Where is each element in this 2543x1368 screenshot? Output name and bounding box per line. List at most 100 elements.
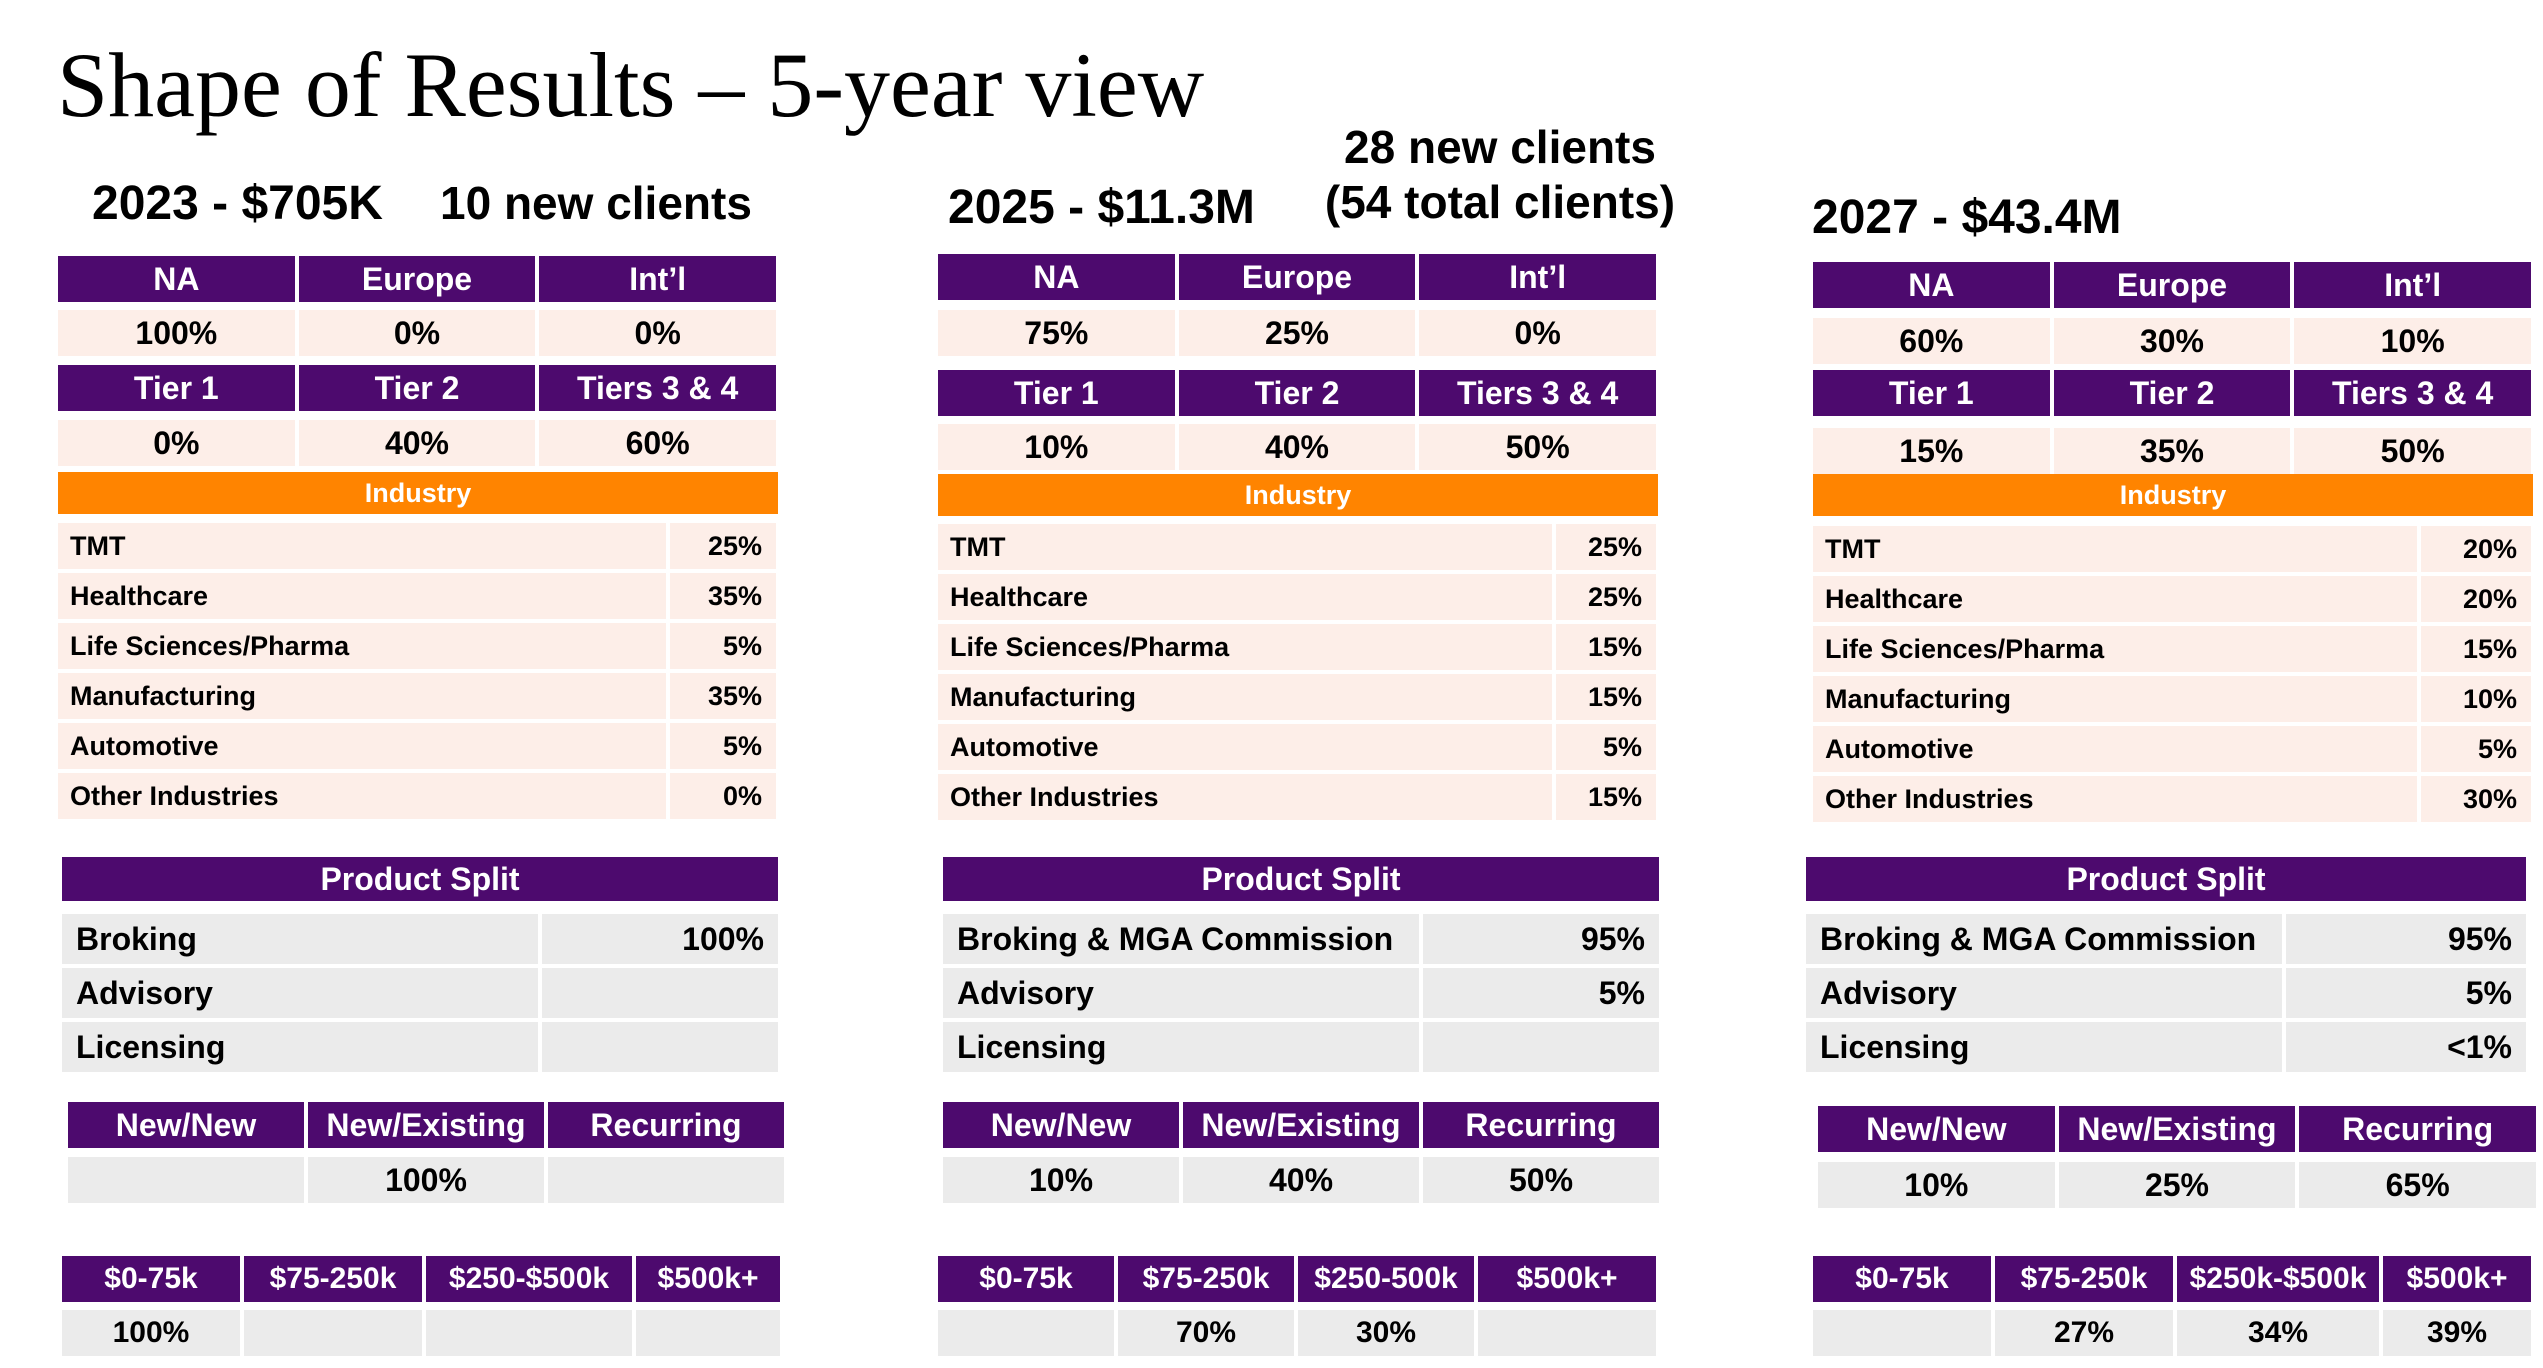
- deal-size-header-2: $250k-$500k: [2177, 1256, 2379, 1302]
- deal-size-header-0: $0-75k: [1813, 1256, 1991, 1302]
- deal-size-value-3: [636, 1310, 780, 1356]
- industry-name: Automotive: [938, 724, 1552, 770]
- region-value-1: 25%: [1178, 310, 1416, 356]
- region-header-2: Int’l: [539, 256, 776, 302]
- industry-name: Other Industries: [938, 774, 1552, 820]
- tier-value-2: 50%: [1419, 424, 1656, 470]
- region-header-1: Europe: [1178, 254, 1416, 300]
- product-name: Broking & MGA Commission: [1806, 914, 2282, 964]
- region-value-0: 75%: [938, 310, 1175, 356]
- industry-name: Manufacturing: [1813, 676, 2417, 722]
- region-value-2: 0%: [1419, 310, 1656, 356]
- product-pct: [542, 968, 778, 1018]
- clients-line-2: (54 total clients): [1324, 176, 1676, 228]
- region-value-1: 30%: [2053, 318, 2291, 364]
- region-header-0: NA: [1813, 262, 2050, 308]
- product-name: Licensing: [1806, 1022, 2282, 1072]
- deal-size-header-1: $75-250k: [244, 1256, 422, 1302]
- deal-size-value-3: [1478, 1310, 1656, 1356]
- industry-name: Manufacturing: [938, 674, 1552, 720]
- column-2025-heading: 2025 - $11.3M: [948, 181, 1255, 234]
- product-pct: 100%: [542, 914, 778, 964]
- product-pct: [1423, 1022, 1659, 1072]
- product-pct: <1%: [2286, 1022, 2526, 1072]
- industry-name: Life Sciences/Pharma: [1813, 626, 2417, 672]
- industry-name: TMT: [58, 523, 666, 569]
- deal-size-value-2: 34%: [2177, 1310, 2379, 1356]
- tier-header-2: Tiers 3 & 4: [539, 365, 776, 411]
- deal-size-header-2: $250-$500k: [426, 1256, 632, 1302]
- industry-pct: 5%: [670, 623, 776, 669]
- deal-size-value-2: 30%: [1298, 1310, 1474, 1356]
- tier-header-2: Tiers 3 & 4: [2294, 370, 2531, 416]
- column-2023-clients: 10 new clients: [440, 177, 752, 229]
- business-header-2: Recurring: [2299, 1106, 2536, 1152]
- industry-name: Life Sciences/Pharma: [938, 624, 1552, 670]
- region-header-2: Int’l: [1419, 254, 1656, 300]
- tier-header-0: Tier 1: [1813, 370, 2050, 416]
- tier-value-1: 40%: [298, 420, 536, 466]
- business-value-2: [548, 1157, 784, 1203]
- deal-size-header-3: $500k+: [636, 1256, 780, 1302]
- deal-size-header-1: $75-250k: [1995, 1256, 2173, 1302]
- business-header-0: New/New: [68, 1102, 304, 1148]
- tier-header-1: Tier 2: [298, 365, 536, 411]
- region-header-0: NA: [58, 256, 295, 302]
- deal-size-value-0: [938, 1310, 1114, 1356]
- clients-line-1: 28 new clients: [1344, 121, 1656, 173]
- tier-header-0: Tier 1: [938, 370, 1175, 416]
- region-value-0: 60%: [1813, 318, 2050, 364]
- deal-size-value-1: 27%: [1995, 1310, 2173, 1356]
- product-pct: [542, 1022, 778, 1072]
- industry-name: Automotive: [1813, 726, 2417, 772]
- product-name: Advisory: [1806, 968, 2282, 1018]
- tier-value-1: 40%: [1178, 424, 1416, 470]
- industry-pct: 35%: [670, 573, 776, 619]
- industry-name: TMT: [938, 524, 1552, 570]
- column-2025-clients: 28 new clients (54 total clients): [1320, 120, 1680, 230]
- business-value-1: 25%: [2058, 1162, 2296, 1208]
- industry-header: Industry: [938, 474, 1658, 516]
- industry-name: Healthcare: [938, 574, 1552, 620]
- region-header-1: Europe: [298, 256, 536, 302]
- product-split-header: Product Split: [62, 857, 778, 901]
- region-value-2: 0%: [539, 310, 776, 356]
- business-value-0: 10%: [943, 1157, 1179, 1203]
- tier-value-0: 10%: [938, 424, 1175, 470]
- product-name: Advisory: [943, 968, 1419, 1018]
- industry-name: Other Industries: [1813, 776, 2417, 822]
- industry-pct: 25%: [1556, 524, 1656, 570]
- business-value-2: 65%: [2299, 1162, 2536, 1208]
- business-value-2: 50%: [1423, 1157, 1659, 1203]
- column-2027-heading: 2027 - $43.4M: [1812, 191, 2122, 244]
- product-name: Broking: [62, 914, 538, 964]
- industry-name: Life Sciences/Pharma: [58, 623, 666, 669]
- tier-header-0: Tier 1: [58, 365, 295, 411]
- industry-header: Industry: [1813, 474, 2533, 516]
- region-header-2: Int’l: [2294, 262, 2531, 308]
- industry-name: TMT: [1813, 526, 2417, 572]
- tier-value-2: 60%: [539, 420, 776, 466]
- industry-pct: 15%: [1556, 774, 1656, 820]
- deal-size-value-2: [426, 1310, 632, 1356]
- industry-header: Industry: [58, 472, 778, 514]
- deal-size-value-0: [1813, 1310, 1991, 1356]
- product-name: Licensing: [943, 1022, 1419, 1072]
- industry-pct: 35%: [670, 673, 776, 719]
- region-value-2: 10%: [2294, 318, 2531, 364]
- deal-size-header-0: $0-75k: [938, 1256, 1114, 1302]
- product-pct: 5%: [1423, 968, 1659, 1018]
- industry-pct: 25%: [1556, 574, 1656, 620]
- industry-pct: 15%: [1556, 624, 1656, 670]
- deal-size-header-3: $500k+: [2383, 1256, 2531, 1302]
- business-header-0: New/New: [1818, 1106, 2055, 1152]
- industry-pct: 30%: [2421, 776, 2531, 822]
- industry-pct: 20%: [2421, 576, 2531, 622]
- tier-header-1: Tier 2: [1178, 370, 1416, 416]
- region-value-1: 0%: [298, 310, 536, 356]
- deal-size-value-0: 100%: [62, 1310, 240, 1356]
- industry-pct: 5%: [670, 723, 776, 769]
- product-pct: 95%: [1423, 914, 1659, 964]
- business-header-0: New/New: [943, 1102, 1179, 1148]
- deal-size-value-1: [244, 1310, 422, 1356]
